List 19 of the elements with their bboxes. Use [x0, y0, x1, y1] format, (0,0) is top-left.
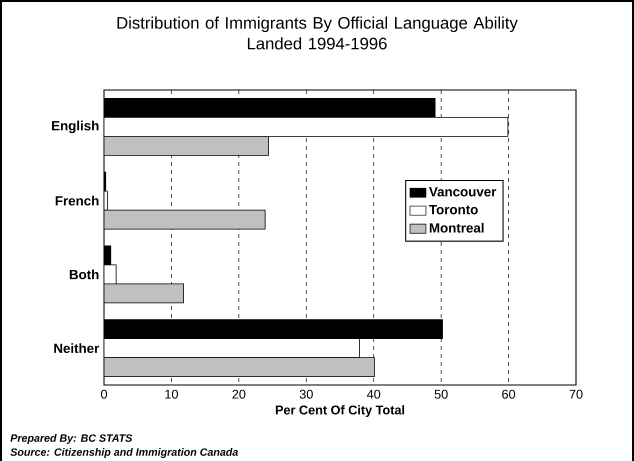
x-tick-label: 30 [300, 390, 313, 399]
x-tick-label: 50 [434, 390, 448, 399]
x-tick-label: 70 [570, 390, 583, 399]
y-tick-label: English [52, 120, 98, 134]
legend-label: Toronto [429, 205, 478, 214]
y-tick-label: Both [70, 269, 98, 280]
source-note: Source: Citizenship and Immigration Canada [10, 448, 238, 458]
y-tick-label: French [56, 196, 98, 206]
x-tick-label: 10 [165, 390, 178, 399]
chart-title: Distribution of Immigrants By Official Language Ability Landed 1994-1996 [118, 16, 518, 50]
x-tick-label: 20 [232, 390, 246, 399]
text: Prepared By: BC STATS [10, 434, 132, 444]
x-tick-label: 0 [100, 390, 108, 399]
x-tick-label: 40 [366, 390, 380, 399]
legend-label: Vancouver [429, 187, 496, 196]
x-axis-title: Per Cent Of City Total [276, 405, 404, 417]
x-tick-label: 60 [502, 390, 516, 399]
y-tick-label: Neither [54, 343, 100, 354]
legend-label: Montreal [430, 222, 484, 233]
